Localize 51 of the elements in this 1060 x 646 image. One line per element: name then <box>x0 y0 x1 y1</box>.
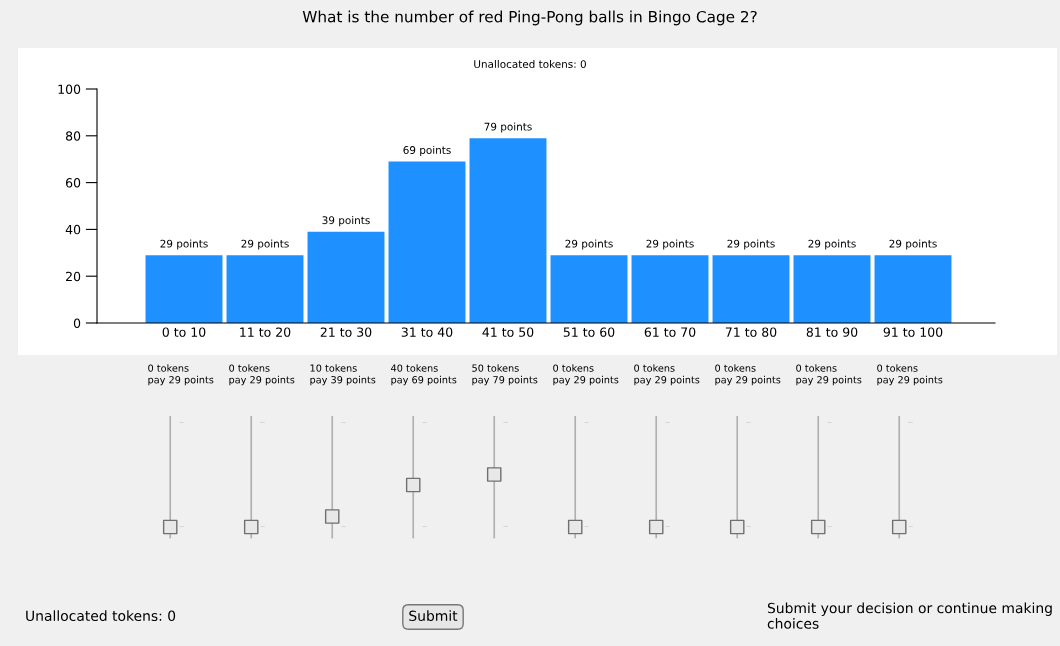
chart-title: What is the number of red Ping-Pong balls in Bingo Cage 2? <box>302 10 757 26</box>
y-tick-label: 40 <box>65 224 81 235</box>
data-label: 39 points <box>322 216 370 227</box>
x-tick-label: 81 to 90 <box>806 327 858 337</box>
x-tick-label: 51 to 60 <box>563 327 615 337</box>
bar <box>793 255 871 323</box>
x-tick-label: 71 to 80 <box>725 327 777 337</box>
data-label: 0 tokens pay 29 points <box>229 364 295 386</box>
x-tick-label: 41 to 50 <box>482 327 534 337</box>
text: Submit your decision or continue making choices <box>767 602 1052 629</box>
data-label: 29 points <box>889 239 937 250</box>
y-tick-label: 0 <box>73 318 81 328</box>
y-tick-label: 100 <box>58 84 81 94</box>
data-label: 10 tokens pay 39 points <box>310 364 376 386</box>
text: Unallocated tokens: 0 <box>26 610 176 622</box>
data-label: 0 tokens pay 29 points <box>877 364 943 386</box>
bar <box>874 255 952 323</box>
bar <box>631 255 709 323</box>
data-label: 0 tokens pay 29 points <box>148 364 214 386</box>
y-tick-label: 80 <box>65 131 81 141</box>
data-label: 0 tokens pay 29 points <box>553 364 619 386</box>
bar <box>307 231 385 323</box>
x-tick-label: 21 to 30 <box>320 327 372 337</box>
data-label: 50 tokens pay 79 points <box>472 364 538 386</box>
data-label: 29 points <box>241 239 289 250</box>
x-tick-label: 61 to 70 <box>644 327 696 337</box>
data-label: 29 points <box>727 239 775 250</box>
data-label: 29 points <box>565 239 613 250</box>
data-label: 29 points <box>160 239 208 250</box>
x-tick-label: 91 to 100 <box>883 327 943 337</box>
data-label: 29 points <box>646 239 694 250</box>
x-tick-label: 11 to 20 <box>240 327 291 337</box>
bar <box>712 255 790 323</box>
bar <box>469 138 547 323</box>
bar <box>226 255 304 323</box>
text: Submit <box>409 610 458 622</box>
y-tick-label: 60 <box>65 178 81 188</box>
bar <box>145 255 223 323</box>
data-label: 40 tokens pay 69 points <box>391 364 457 386</box>
bar <box>388 161 466 323</box>
data-label: 0 tokens pay 29 points <box>634 364 700 386</box>
chart-subtitle: Unallocated tokens: 0 <box>474 59 586 69</box>
bar <box>550 255 628 323</box>
data-label: 0 tokens pay 29 points <box>796 364 862 386</box>
data-label: 0 tokens pay 29 points <box>715 364 781 386</box>
x-tick-label: 31 to 40 <box>401 327 453 337</box>
data-label: 29 points <box>808 239 856 250</box>
y-tick-label: 20 <box>66 271 81 282</box>
data-label: 69 points <box>403 145 451 156</box>
x-tick-label: 0 to 10 <box>162 327 206 337</box>
data-label: 79 points <box>484 122 532 133</box>
